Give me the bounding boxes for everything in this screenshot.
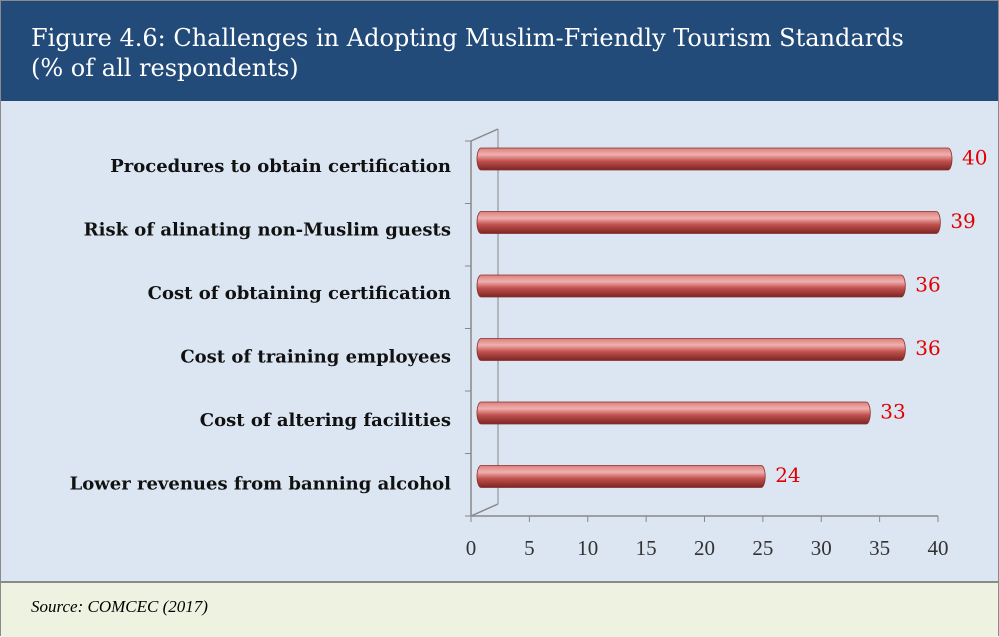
bar — [476, 274, 906, 298]
axis-line — [470, 503, 499, 517]
source: Source: COMCEC (2017) — [31, 597, 208, 616]
data-label: 36 — [915, 336, 940, 360]
y-tick-label: Cost of obtaining certification — [148, 283, 451, 304]
data-label: 33 — [880, 400, 905, 424]
chart: 0 5 10 15 20 25 30 35 40 Procedures to obtain cer… — [70, 128, 987, 560]
y-tick-label: Cost of training employees — [180, 347, 451, 368]
y-tick-label: Lower revenues from banning alcohol — [70, 474, 452, 495]
data-label: 36 — [915, 273, 940, 297]
bar — [476, 338, 906, 361]
chart-subtitle: (% of all respondents) — [31, 54, 299, 82]
y-tick-label: Cost of altering facilities — [200, 410, 451, 431]
y-tick-label: Procedures to obtain certification — [110, 156, 451, 177]
x-tick-label: 10 — [577, 536, 598, 560]
x-tick-label: 5 — [524, 536, 535, 560]
data-label: 40 — [962, 146, 987, 170]
x-tick-label: 15 — [636, 536, 657, 560]
header: Figure 4.6: Challenges in Adopting Musli… — [1, 1, 998, 101]
x-tick-label: 30 — [811, 536, 832, 560]
x-tick-label: 25 — [752, 536, 773, 560]
y-tick-label: Risk of alinating non-Muslim guests — [84, 220, 451, 241]
bar — [476, 465, 766, 488]
data-label: 24 — [775, 463, 800, 487]
chart-title: Figure 4.6: Challenges in Adopting Musli… — [31, 24, 904, 52]
bar — [476, 147, 953, 171]
bar — [476, 211, 941, 234]
bar — [476, 401, 871, 425]
data-label: 39 — [950, 209, 975, 233]
x-tick-label: 35 — [869, 536, 890, 560]
x-tick-label: 40 — [928, 536, 949, 560]
axis-line — [470, 128, 499, 142]
x-tick-label: 0 — [466, 536, 477, 560]
x-tick-label: 20 — [694, 536, 715, 560]
footer: Source: COMCEC (2017) — [1, 581, 998, 637]
